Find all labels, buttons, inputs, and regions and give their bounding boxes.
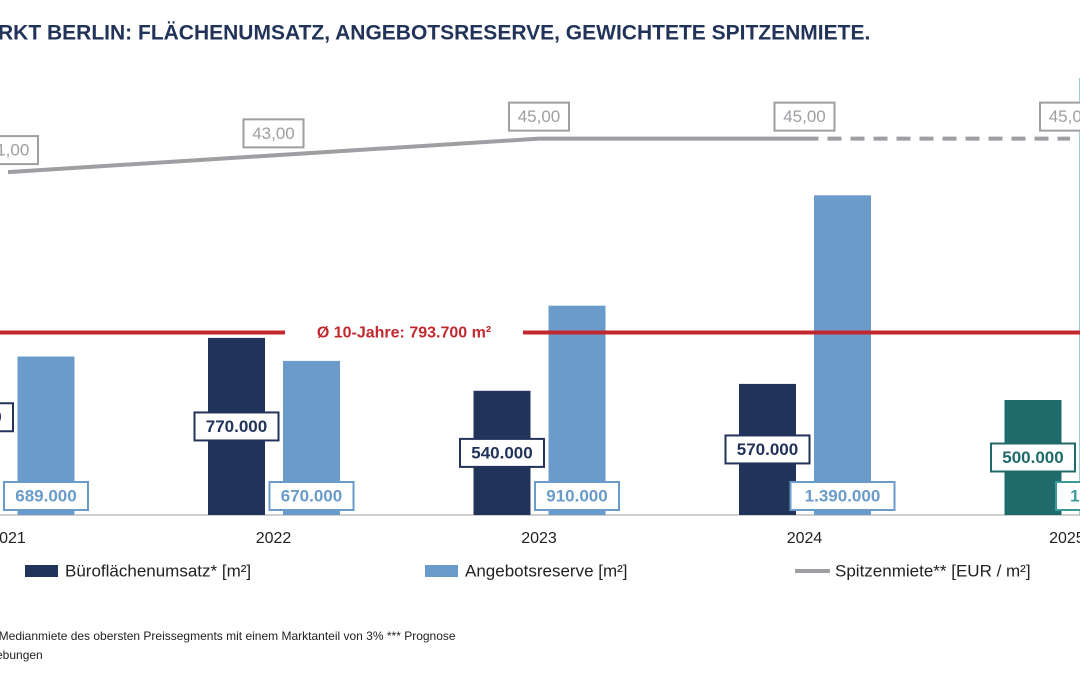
footnote: *Medianmiete des obersten Preissegments … (0, 629, 456, 643)
average-label-bg (285, 319, 523, 346)
x-tick-label: 2022 (256, 530, 292, 547)
value-label: 670.000 (281, 486, 342, 505)
legend-swatch (425, 565, 458, 577)
value-label: 770.000 (206, 417, 267, 436)
value-label-box (724, 434, 811, 465)
value-label: 570.000 (737, 440, 798, 459)
value-label: 910.000 (546, 486, 607, 505)
footnote: ebungen (0, 648, 43, 662)
value-label-box (773, 101, 836, 132)
value-label-box (268, 481, 355, 511)
x-tick-label: 2024 (787, 530, 823, 547)
value-label-box (193, 411, 280, 442)
value-label: 1.900.000 (1070, 486, 1080, 505)
value-label-box (1039, 101, 1080, 132)
chart-title: RKT BERLIN: FLÄCHENUMSATZ, ANGEBOTSRESER… (0, 22, 870, 45)
value-label: 500.000 (1002, 448, 1063, 467)
value-label-box (990, 442, 1076, 473)
value-label: 41,00 (0, 141, 29, 160)
value-label: 45,00 (783, 107, 826, 126)
bar (814, 195, 871, 516)
value-label-box (0, 402, 14, 433)
average-label: Ø 10-Jahre: 793.700 m² (317, 325, 491, 342)
legend-label: Büroflächenumsatz* [m²] (65, 561, 251, 580)
value-label: 540.000 (471, 443, 532, 462)
legend-label: Spitzenmiete** [EUR / m²] (835, 561, 1031, 580)
bar (548, 305, 606, 515)
x-tick-label: 2025* (1049, 530, 1080, 547)
value-label-box (508, 101, 570, 132)
value-label-box (242, 118, 305, 149)
value-label: 45,00 (518, 107, 561, 126)
value-label: 45,00 (1049, 107, 1080, 126)
value-label: 1.390.000 (805, 486, 881, 505)
x-tick-label: 2021 (0, 530, 26, 547)
value-label-box (534, 481, 620, 511)
legend-swatch (25, 565, 58, 577)
value-label-box (459, 437, 545, 468)
value-label: 43,00 (252, 124, 295, 143)
value-label-box (0, 135, 39, 166)
line (7, 136, 805, 175)
x-tick-label: 2023 (521, 530, 557, 547)
value-label-box (1055, 481, 1080, 511)
value-label: 850.000 (0, 408, 2, 427)
value-label-box (789, 481, 896, 511)
value-label: 689.000 (15, 486, 76, 505)
value-label-box (3, 481, 89, 511)
legend-label: Angebotsreserve [m²] (465, 561, 628, 580)
